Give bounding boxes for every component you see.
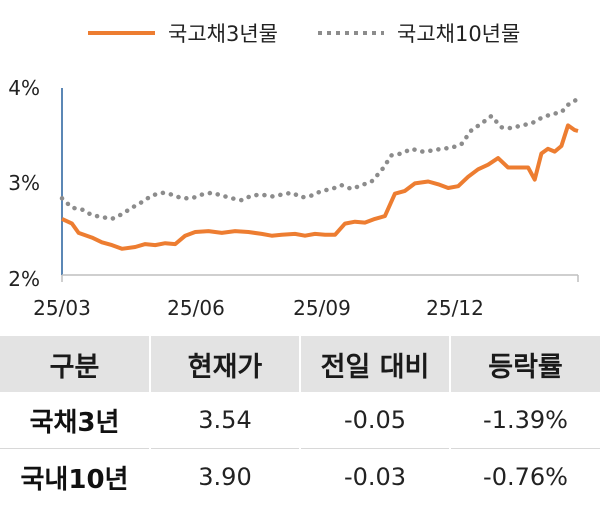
row-change: -0.03 [300, 449, 450, 505]
header-category: 구분 [0, 336, 150, 392]
row-change: -0.05 [300, 392, 450, 449]
row-name: 국내10년 [0, 449, 150, 505]
legend-label-10y: 국고채10년물 [397, 22, 520, 46]
legend-label-3y: 국고채3년물 [168, 22, 278, 46]
row-rate: -1.39% [450, 392, 600, 449]
series-line-3y [62, 125, 578, 248]
header-current-price: 현재가 [150, 336, 300, 392]
y-tick-label-3: 3% [8, 171, 40, 195]
x-tick-label-25-06: 25/06 [167, 296, 225, 320]
y-tick-label-4: 4% [8, 76, 40, 100]
row-name: 국채3년 [0, 392, 150, 449]
table-row: 국내10년 3.90 -0.03 -0.76% [0, 449, 600, 505]
row-rate: -0.76% [450, 449, 600, 505]
row-price: 3.90 [150, 449, 300, 505]
table-header-row: 구분 현재가 전일 대비 등락률 [0, 336, 600, 392]
quote-table: 구분 현재가 전일 대비 등락률 국채3년 3.54 -0.05 -1.39% … [0, 336, 600, 505]
y-tick-label-2: 2% [8, 267, 40, 291]
header-change: 전일 대비 [300, 336, 450, 392]
table-row: 국채3년 3.54 -0.05 -1.39% [0, 392, 600, 449]
x-tick-label-25-03: 25/03 [33, 296, 91, 320]
x-tick-marks [62, 275, 578, 282]
yield-line-chart: 국고채3년물 국고채10년물 2% 3% 4% 25/03 25/06 25/0… [0, 0, 600, 336]
x-tick-label-25-12: 25/12 [426, 296, 484, 320]
row-price: 3.54 [150, 392, 300, 449]
chart-legend: 국고채3년물 국고채10년물 [88, 22, 520, 46]
x-tick-label-25-09: 25/09 [293, 296, 351, 320]
header-change-rate: 등락률 [450, 336, 600, 392]
